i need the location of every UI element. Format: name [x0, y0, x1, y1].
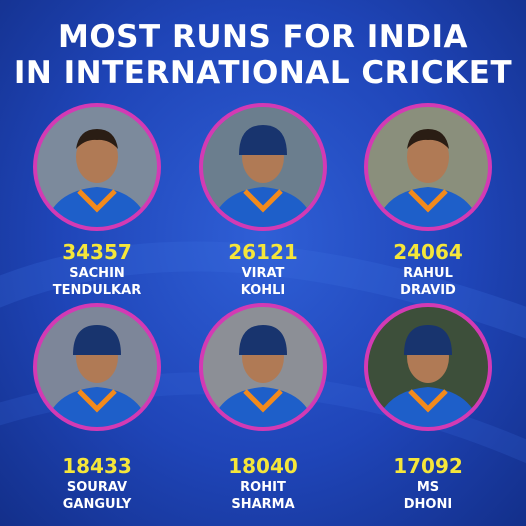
player-runs: 18433 [62, 454, 132, 478]
player-photo [33, 303, 161, 431]
player-runs: 17092 [393, 454, 463, 478]
player-last-name: GANGULY [62, 497, 132, 512]
player-runs: 24064 [393, 240, 463, 264]
player-photo [199, 103, 327, 231]
player-photo [33, 103, 161, 231]
player-last-name: SHARMA [231, 497, 295, 512]
title-line: IN INTERNATIONAL CRICKET [13, 55, 513, 91]
player-runs: 26121 [228, 240, 298, 264]
player-first-name: SOURAV [66, 480, 128, 495]
player-last-name: DHONI [403, 497, 453, 512]
player-runs: 18040 [228, 454, 298, 478]
player-first-name: VIRAT [241, 266, 285, 281]
player-last-name: KOHLI [240, 283, 286, 298]
player-first-name: SACHIN [69, 266, 125, 281]
player-first-name: RAHUL [403, 266, 453, 281]
player-first-name: ROHIT [240, 480, 286, 495]
player-photo [364, 103, 492, 231]
player-last-name: TENDULKAR [52, 283, 142, 298]
player-photo [364, 303, 492, 431]
title-line: MOST RUNS FOR INDIA [57, 19, 468, 55]
player-last-name: DRAVID [400, 283, 456, 298]
player-photo [199, 303, 327, 431]
player-first-name: MS [416, 480, 440, 495]
player-runs: 34357 [62, 240, 132, 264]
